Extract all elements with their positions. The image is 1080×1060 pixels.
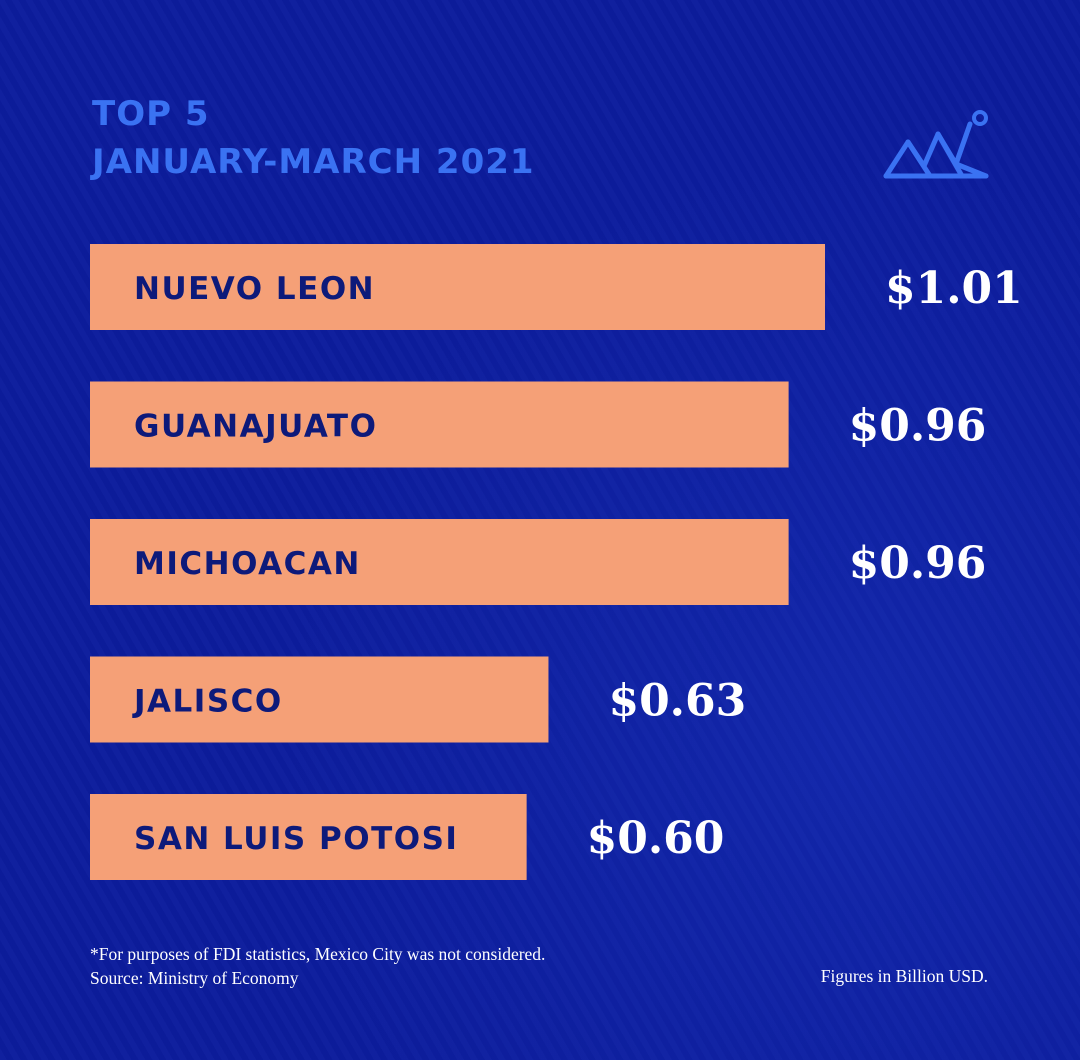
mountain-chart-icon — [883, 110, 989, 179]
value-label: $1.01 — [885, 263, 1023, 314]
bar-jalisco — [90, 656, 549, 743]
footnote-source: Source: Ministry of Economy — [90, 968, 299, 988]
bar-label: NUEVO LEON — [134, 271, 375, 307]
bar-michoacan — [90, 519, 789, 605]
title-line-2: JANUARY-MARCH 2021 — [92, 142, 535, 182]
value-label: $0.96 — [849, 538, 987, 589]
bar-nuevo-leon — [90, 244, 825, 330]
bar-label: GUANAJUATO — [134, 409, 377, 445]
value-label: $0.63 — [608, 676, 746, 727]
footnote: *For purposes of FDI statistics, Mexico … — [90, 942, 545, 990]
bar-label: SAN LUIS POTOSI — [134, 821, 458, 857]
bar-label: JALISCO — [132, 684, 283, 720]
bar-label: MICHOACAN — [134, 546, 361, 582]
chart-title: TOP 5 JANUARY-MARCH 2021 — [92, 90, 535, 186]
value-label: $0.96 — [849, 401, 987, 452]
units-note: Figures in Billion USD. — [820, 966, 988, 986]
bar-san-luis-potosi — [90, 794, 527, 880]
title-line-1: TOP 5 — [92, 94, 210, 134]
footnote-note: *For purposes of FDI statistics, Mexico … — [90, 944, 546, 964]
value-label: $0.60 — [587, 813, 725, 864]
bar-guanajuato — [90, 381, 789, 468]
